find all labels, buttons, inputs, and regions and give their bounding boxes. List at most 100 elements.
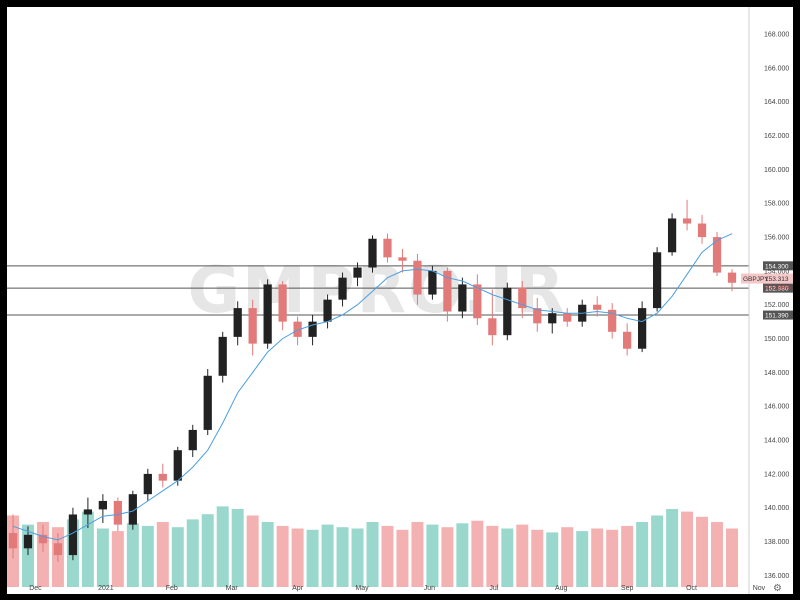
volume-bar [711,522,724,587]
chart-frame: GMPRO.IR 168.000 166.000 164.000 162.000 160… [7,7,793,594]
volume-bar [336,527,349,587]
volume-bar [321,524,334,587]
y-tick-label: 142.000 [764,471,789,478]
candle-body [293,321,302,337]
candle-body [428,270,437,295]
last-price-label: 153.313 [765,276,789,283]
candle-body [383,238,392,258]
volume-bar [696,516,709,587]
candle-body [368,238,377,268]
moving-average [12,233,733,541]
x-tick-label: Feb [166,585,178,592]
volume-bar [606,529,619,587]
candle-body [188,429,197,451]
volume-bar [516,524,529,587]
volume-bar [456,523,469,587]
candle-body [143,473,152,495]
volume-bar [441,527,454,587]
y-tick-label: 164.000 [764,99,789,106]
candle-body [23,534,33,549]
candles [8,199,737,562]
level-label-bg [763,310,793,320]
volume-bar [306,529,319,587]
price-axis: 168.000 166.000 164.000 162.000 160.000 158.0… [748,7,789,594]
candle-body [248,308,257,344]
candle-body [398,257,407,261]
y-tick-label: 136.000 [764,573,789,580]
volume-bar [681,511,694,587]
x-tick-label: Mar [226,585,239,592]
volume-bar [591,528,604,587]
candle-body [563,313,572,322]
price-tag-bg [741,273,793,284]
candle-body [53,543,63,556]
price-chart[interactable]: GMPRO.IR 168.000166.000164.000162.000160… [7,7,793,594]
volume-bar [261,522,274,587]
settings-gear-icon[interactable]: ⚙ [773,583,782,594]
volume-bar [381,525,394,587]
volume-bar [246,515,259,587]
candle-body [113,500,122,525]
x-tick-label: Sep [621,585,634,592]
x-tick-label: Nov [753,585,766,592]
y-tick-label: 160.000 [764,167,789,174]
volume-bar [666,509,679,587]
candle-body [68,514,78,556]
candle-body [233,308,242,337]
candle-body [623,331,632,349]
volume-bar [531,529,544,587]
volume-bar [171,527,184,587]
volume-bar [276,525,289,587]
volume-bar [111,531,124,587]
candle-body [608,309,617,332]
volume-bar [621,525,634,587]
y-tick-label: 140.000 [764,505,789,512]
candle-body [38,534,48,544]
time-axis: Dec 2021 Feb Mar Apr May Jun Jul Aug Sep Oct Nov [29,585,765,592]
candle-body [128,494,137,525]
volume-bar [366,522,379,587]
candle-body [473,284,482,319]
candle-body [98,500,107,510]
volume-bar [636,522,649,587]
volume-bar [96,528,109,587]
x-tick-label: Oct [686,585,697,592]
volume-bar [471,520,484,587]
volume-bar [126,523,139,587]
candle-body [413,260,422,295]
candle-body [533,308,542,324]
horizontal-levels [7,265,749,316]
candle-body [727,272,737,283]
level-label: 152.980 [765,286,789,293]
level-label: 151.390 [765,313,789,320]
candle-body [638,308,647,349]
y-tick-label: 166.000 [764,65,789,72]
y-tick-label: 150.000 [764,336,789,343]
candle-body [218,336,227,376]
level-label-bg [763,261,793,271]
y-tick-label: 158.000 [764,201,789,208]
y-tick-label: 144.000 [764,438,789,445]
volume-bar [141,525,154,587]
volume-bar [201,514,214,587]
candle-body [278,284,287,322]
volume-bar [21,524,34,587]
y-tick-label: 162.000 [764,133,789,140]
volume-bar [216,506,229,587]
volume-bar [501,528,514,587]
volume-bar [231,509,244,587]
x-tick-label: Apr [292,585,304,592]
volume-bar [426,524,439,587]
ma-line [12,233,733,541]
candle-body [548,313,557,324]
candle-body [203,375,212,430]
volume-bar [561,527,574,587]
x-tick-label: 2021 [98,585,114,592]
candle-body [158,473,167,481]
volume-bar [156,522,169,587]
x-tick-label: Jun [424,585,435,592]
candle-body [652,252,662,309]
volume-bar [726,528,738,587]
candle-body [323,299,332,322]
